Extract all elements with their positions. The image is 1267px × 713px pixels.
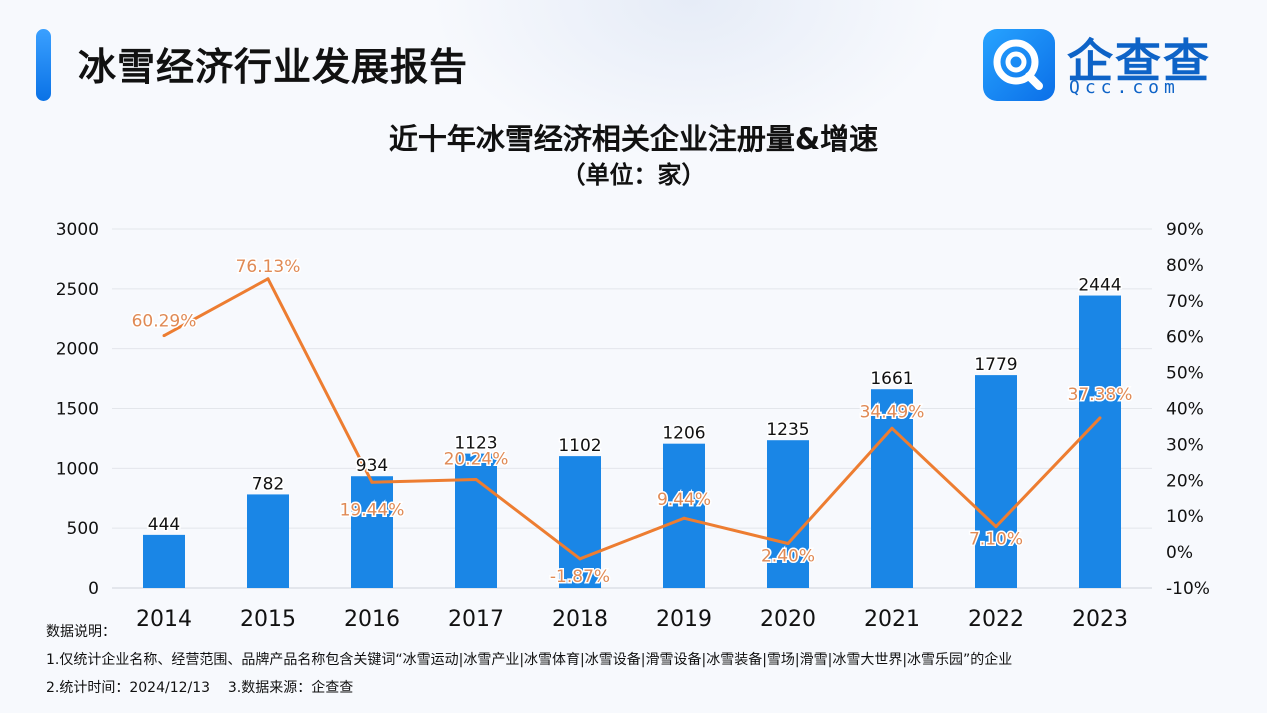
x-tick-label: 2014	[136, 607, 192, 632]
growth-rate-point	[474, 477, 478, 481]
x-tick-label: 2018	[552, 607, 608, 632]
logo-name: 企查查	[1067, 34, 1211, 88]
y-tick-label: 2500	[56, 280, 99, 300]
notes-heading: 数据说明：	[46, 624, 116, 640]
bar-value-label: 782	[252, 474, 284, 494]
bar-value-label: 1661	[870, 369, 913, 389]
bar-value-label: 2444	[1078, 276, 1121, 296]
bar	[767, 440, 809, 588]
bar-value-label: 1123	[454, 434, 497, 454]
growth-rate-label: 19.44%	[340, 500, 405, 520]
y2-tick-label: 10%	[1166, 507, 1204, 527]
growth-rate-line	[163, 277, 1102, 561]
y2-tick-label: -10%	[1166, 579, 1210, 599]
data-notes: 数据说明： 1.仅统计企业名称、经营范围、品牌产品名称包含关键词“冰雪运动|冰雪…	[46, 622, 1012, 706]
y-tick-label: 500	[67, 519, 99, 539]
growth-rate-label: 37.38%	[1068, 385, 1133, 405]
notes-line-2: 2.统计时间：2024/12/13 3.数据来源：企查查	[46, 680, 354, 696]
y2-tick-label: 60%	[1166, 328, 1204, 348]
bar-value-label: 1206	[662, 424, 705, 444]
logo-url: Qcc.com	[1069, 77, 1180, 98]
x-tick-label: 2019	[656, 607, 712, 632]
bar	[663, 443, 705, 588]
bar-value-label: 1102	[558, 436, 601, 456]
y2-tick-label: 30%	[1166, 435, 1204, 455]
growth-rate-label: 7.10%	[969, 530, 1023, 550]
x-tick-label: 2017	[448, 607, 504, 632]
bar	[559, 456, 601, 588]
bar	[1079, 295, 1121, 588]
chart-unit: （单位：家）	[561, 161, 706, 189]
bar-value-label: 1779	[974, 355, 1017, 375]
chart-title: 近十年冰雪经济相关企业注册量&增速	[388, 122, 879, 156]
bar-value-label: 1235	[766, 420, 809, 440]
y2-tick-label: 50%	[1166, 364, 1204, 384]
bar	[143, 534, 185, 588]
y-tick-label: 1500	[56, 400, 99, 420]
notes-line-1: 1.仅统计企业名称、经营范围、品牌产品名称包含关键词“冰雪运动|冰雪产业|冰雪体…	[46, 652, 1013, 668]
y2-tick-label: 90%	[1166, 220, 1204, 240]
bar-value-label: 444	[148, 515, 180, 535]
growth-rate-label: -1.87%	[550, 567, 610, 587]
growth-rate-label: 60.29%	[132, 312, 197, 332]
growth-rate-label: 34.49%	[860, 402, 925, 422]
growth-rate-point	[266, 277, 270, 281]
x-tick-label: 2015	[240, 607, 296, 632]
report-title: 冰雪经济行业发展报告	[78, 45, 469, 89]
qcc-logo: 企查查 Qcc.com	[983, 29, 1223, 105]
growth-rate-point	[370, 480, 374, 484]
x-tick-label: 2021	[864, 607, 920, 632]
growth-rate-point	[890, 426, 894, 430]
y-tick-label: 2000	[56, 340, 99, 360]
growth-rate-point	[682, 516, 686, 520]
bar	[351, 476, 393, 588]
y2-tick-label: 20%	[1166, 471, 1204, 491]
growth-rate-point	[786, 541, 790, 545]
title-accent-bar	[36, 29, 51, 101]
bar	[975, 375, 1017, 588]
growth-rate-label: 9.44%	[657, 490, 711, 510]
y-tick-label: 1000	[56, 459, 99, 479]
y-tick-label: 3000	[56, 220, 99, 240]
y2-tick-label: 80%	[1166, 256, 1204, 276]
bar	[871, 389, 913, 588]
y2-tick-label: 40%	[1166, 400, 1204, 420]
growth-rate-label: 20.24%	[444, 449, 509, 469]
y2-tick-label: 70%	[1166, 292, 1204, 312]
growth-rate-point	[994, 525, 998, 529]
growth-rate-point	[1098, 416, 1102, 420]
growth-rate-point	[162, 334, 166, 338]
bar	[247, 494, 289, 588]
growth-rate-label: 2.40%	[761, 546, 815, 566]
x-tick-label: 2023	[1072, 607, 1128, 632]
magnifier-logo-icon	[983, 29, 1055, 101]
y-tick-label: 0	[88, 579, 99, 599]
x-tick-label: 2016	[344, 607, 400, 632]
bar-value-label: 934	[356, 456, 388, 476]
x-tick-label: 2022	[968, 607, 1024, 632]
growth-rate-label: 76.13%	[236, 257, 301, 277]
x-tick-label: 2020	[760, 607, 816, 632]
growth-rate-point	[578, 557, 582, 561]
y2-tick-label: 0%	[1166, 543, 1193, 563]
bar	[455, 453, 497, 588]
